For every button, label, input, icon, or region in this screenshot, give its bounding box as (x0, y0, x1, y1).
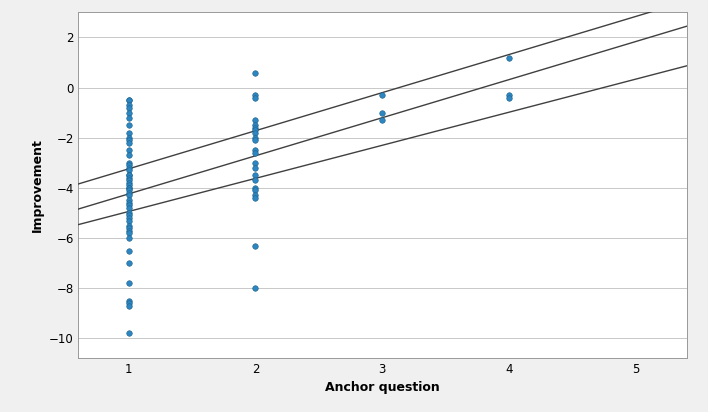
Point (377, 109, 388, 116)
Point (123, 167, 135, 173)
Point (123, 147, 135, 154)
Point (123, 182, 135, 189)
X-axis label: Anchor question: Anchor question (325, 381, 440, 394)
Point (123, 134, 135, 141)
Point (250, 122, 261, 129)
Point (123, 202, 135, 209)
Point (123, 102, 135, 108)
Point (250, 172, 261, 179)
Y-axis label: Improvement: Improvement (30, 138, 43, 232)
Point (377, 92, 388, 98)
Point (123, 164, 135, 171)
Point (123, 235, 135, 241)
Point (123, 177, 135, 184)
Point (250, 150, 261, 156)
Point (123, 330, 135, 337)
Point (123, 222, 135, 229)
Point (123, 115, 135, 121)
Point (123, 162, 135, 169)
Point (250, 242, 261, 249)
Point (377, 117, 388, 124)
Point (123, 137, 135, 143)
Point (123, 185, 135, 191)
Point (123, 104, 135, 111)
Point (123, 172, 135, 179)
Point (123, 172, 135, 179)
Point (123, 297, 135, 304)
Point (123, 212, 135, 219)
Point (250, 69, 261, 76)
Point (123, 260, 135, 267)
Point (123, 97, 135, 103)
Point (123, 247, 135, 254)
Point (250, 285, 261, 292)
Point (250, 192, 261, 199)
Point (123, 175, 135, 181)
Point (123, 230, 135, 236)
Point (250, 147, 261, 154)
Point (123, 302, 135, 309)
Point (123, 140, 135, 146)
Point (250, 117, 261, 124)
Point (123, 217, 135, 224)
Point (123, 109, 135, 116)
Point (123, 152, 135, 159)
Point (250, 92, 261, 98)
Point (123, 280, 135, 286)
Point (123, 187, 135, 194)
Point (503, 94, 515, 101)
Point (123, 185, 135, 191)
Point (123, 215, 135, 221)
Point (123, 225, 135, 231)
Point (250, 127, 261, 133)
Point (123, 227, 135, 234)
Point (250, 194, 261, 201)
Point (503, 54, 515, 61)
Point (123, 97, 135, 103)
Point (123, 205, 135, 211)
Point (123, 200, 135, 206)
Point (123, 129, 135, 136)
Point (250, 187, 261, 194)
Point (123, 159, 135, 166)
Point (503, 92, 515, 98)
Point (250, 134, 261, 141)
Point (123, 122, 135, 129)
Point (123, 197, 135, 204)
Point (250, 94, 261, 101)
Point (123, 190, 135, 196)
Point (123, 192, 135, 199)
Point (123, 210, 135, 216)
Point (250, 129, 261, 136)
Point (250, 159, 261, 166)
Point (250, 185, 261, 191)
Point (123, 180, 135, 186)
Point (250, 124, 261, 131)
Point (123, 300, 135, 307)
Point (250, 137, 261, 143)
Point (250, 164, 261, 171)
Point (250, 177, 261, 184)
